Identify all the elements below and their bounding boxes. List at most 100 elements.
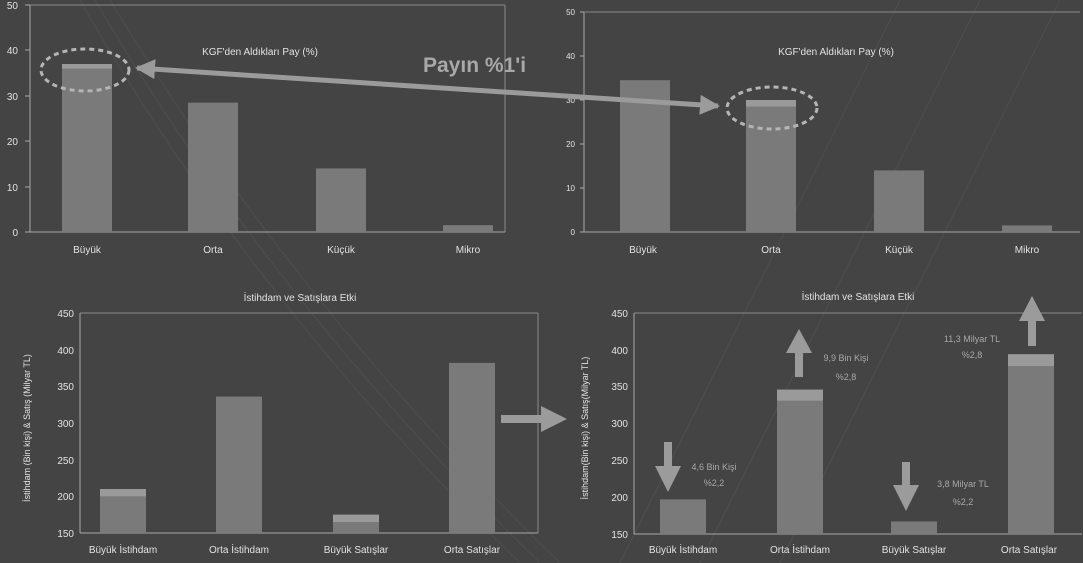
y-tick-300: 300	[611, 419, 628, 430]
bar-orta	[188, 102, 238, 232]
annotation-buyuk-satislar-value: 3,8 Milyar TL	[937, 479, 989, 489]
y-tick-250: 250	[611, 456, 628, 467]
y-tick-450: 450	[57, 309, 74, 320]
x-tick-mikro: Mikro	[1015, 245, 1040, 256]
y-tick-450: 450	[611, 309, 628, 320]
bar-series	[660, 354, 1054, 534]
x-tick-orta-istihdam: Orta İstihdam	[770, 543, 830, 556]
share-callout: Payın %1'i	[423, 54, 526, 77]
x-tick-orta: Orta	[203, 245, 223, 256]
bar-change-segment	[100, 489, 146, 497]
x-tick-labels: Büyük İstihdam Orta İstihdam Büyük Satış…	[89, 543, 501, 556]
x-tick-orta: Orta	[761, 245, 781, 256]
up-arrow-icon	[1019, 296, 1045, 346]
y-tick-10: 10	[7, 183, 19, 194]
x-tick-buyuk: Büyük	[629, 245, 658, 256]
x-tick-labels: Büyük İstihdam Orta İstihdam Büyük Satış…	[649, 543, 1058, 556]
chart-title: KGF'den Aldıkları Pay (%)	[202, 47, 318, 58]
bar-orta	[746, 100, 796, 232]
dashed-highlight-ring-right	[725, 85, 819, 131]
y-tick-150: 150	[611, 530, 628, 541]
y-tick-40: 40	[7, 46, 19, 57]
y-tick-20: 20	[7, 137, 19, 148]
x-tick-mikro: Mikro	[456, 245, 481, 256]
y-tick-350: 350	[57, 382, 74, 393]
bar-series	[100, 362, 495, 533]
annotations: Payın %1'i 4,6 Bin Kişi %2,2 9,9 Bin Kiş…	[39, 47, 1045, 511]
x-tick-orta-satislar: Orta Satışlar	[444, 545, 501, 556]
bar-küçük	[316, 168, 366, 232]
y-tick-50: 50	[7, 1, 19, 12]
bar-orta-i̇stihdam	[777, 389, 823, 534]
y-axis-label: İstihdam(Bin kişi) & Satış(Milyar TL)	[580, 357, 590, 500]
x-tick-labels: Büyük Orta Küçük Mikro	[629, 245, 1040, 256]
annotation-buyuk-satislar-pct: %2,2	[953, 497, 974, 507]
y-tick-30: 30	[7, 92, 19, 103]
bar-büyük-i̇stihdam	[660, 499, 706, 534]
bar-büyük-satışlar	[891, 521, 937, 534]
y-axis	[25, 4, 506, 233]
chart-title: KGF'den Aldıkları Pay (%)	[778, 47, 894, 58]
y-tick-0: 0	[571, 228, 576, 237]
y-tick-300: 300	[57, 419, 74, 430]
chart-top-right: KGF'den Aldıkları Pay (%) 50 40 30 20 10…	[566, 8, 1080, 256]
annotation-orta-istihdam-value: 9,9 Bin Kişi	[823, 353, 868, 363]
bar-change-segment	[777, 389, 823, 401]
bar-orta-i̇stihdam	[216, 396, 262, 533]
chart-bottom-left: İstihdam ve Satışlara Etki İstihdam (Bin…	[22, 291, 539, 556]
y-tick-50: 50	[566, 8, 575, 17]
bar-change-segment	[746, 100, 796, 107]
annotation-buyuk-istihdam-pct: %2,2	[704, 478, 725, 488]
y-tick-250: 250	[57, 456, 74, 467]
x-tick-buyuk-istihdam: Büyük İstihdam	[649, 543, 717, 556]
annotation-buyuk-istihdam-value: 4,6 Bin Kişi	[691, 462, 736, 472]
bar-orta-satışlar	[449, 362, 495, 533]
chart-top-left: KGF'den Aldıkları Pay (%) 50 40 30 20 10…	[7, 1, 506, 256]
bar-orta-satışlar	[1008, 354, 1054, 534]
x-tick-orta-istihdam: Orta İstihdam	[209, 543, 269, 556]
annotation-orta-satislar-pct: %2,8	[962, 350, 983, 360]
y-tick-20: 20	[566, 140, 575, 149]
bar-küçük	[874, 170, 924, 232]
bar-change-segment	[62, 64, 112, 69]
y-tick-150: 150	[57, 529, 74, 540]
dashed-highlight-ring-left	[39, 47, 131, 93]
y-tick-40: 40	[566, 52, 575, 61]
x-tick-buyuk-satislar: Büyük Satışlar	[882, 545, 947, 556]
x-tick-labels: Büyük Orta Küçük Mikro	[73, 245, 481, 256]
down-arrow-icon	[893, 462, 919, 511]
x-tick-kucuk: Küçük	[327, 245, 356, 256]
bar-büyük	[62, 64, 112, 233]
y-tick-labels: 50 40 30 20 10 0	[7, 1, 19, 239]
bar-series	[62, 64, 493, 233]
y-tick-200: 200	[611, 493, 628, 504]
x-tick-buyuk-satislar: Büyük Satışlar	[324, 545, 389, 556]
bar-change-segment	[1008, 354, 1054, 367]
x-tick-kucuk: Küçük	[885, 245, 914, 256]
y-axis-label: İstihdam (Bin kişi) & Satış (Milyar TL)	[22, 354, 32, 502]
y-tick-labels: 450 400 350 300 250 200 150	[611, 309, 628, 541]
y-tick-0: 0	[12, 228, 18, 239]
chart-title: İstihdam ve Satışlara Etki	[802, 290, 915, 303]
y-tick-200: 200	[57, 492, 74, 503]
x-tick-orta-satislar: Orta Satışlar	[1001, 545, 1058, 556]
y-tick-350: 350	[611, 382, 628, 393]
y-axis	[633, 312, 1082, 535]
y-tick-400: 400	[57, 346, 74, 357]
bar-change-segment	[333, 514, 379, 522]
annotation-orta-istihdam-pct: %2,8	[836, 372, 857, 382]
chart-bottom-right: İstihdam ve Satışlara Etki İstihdam(Bin …	[580, 290, 1082, 556]
y-tick-10: 10	[566, 184, 575, 193]
up-arrow-icon	[786, 329, 812, 377]
y-tick-labels: 450 400 350 300 250 200 150	[57, 309, 74, 540]
bar-mikro	[443, 225, 493, 232]
bar-mikro	[1002, 225, 1052, 232]
chart-title: İstihdam ve Satışlara Etki	[244, 291, 357, 304]
y-tick-labels: 50 40 30 20 10 0	[566, 8, 575, 237]
right-arrow-icon	[501, 406, 567, 432]
annotation-orta-satislar-value: 11,3 Milyar TL	[944, 334, 1000, 344]
y-tick-400: 400	[611, 346, 628, 357]
double-arrow-icon	[135, 59, 720, 115]
x-tick-buyuk-istihdam: Büyük İstihdam	[89, 543, 157, 556]
